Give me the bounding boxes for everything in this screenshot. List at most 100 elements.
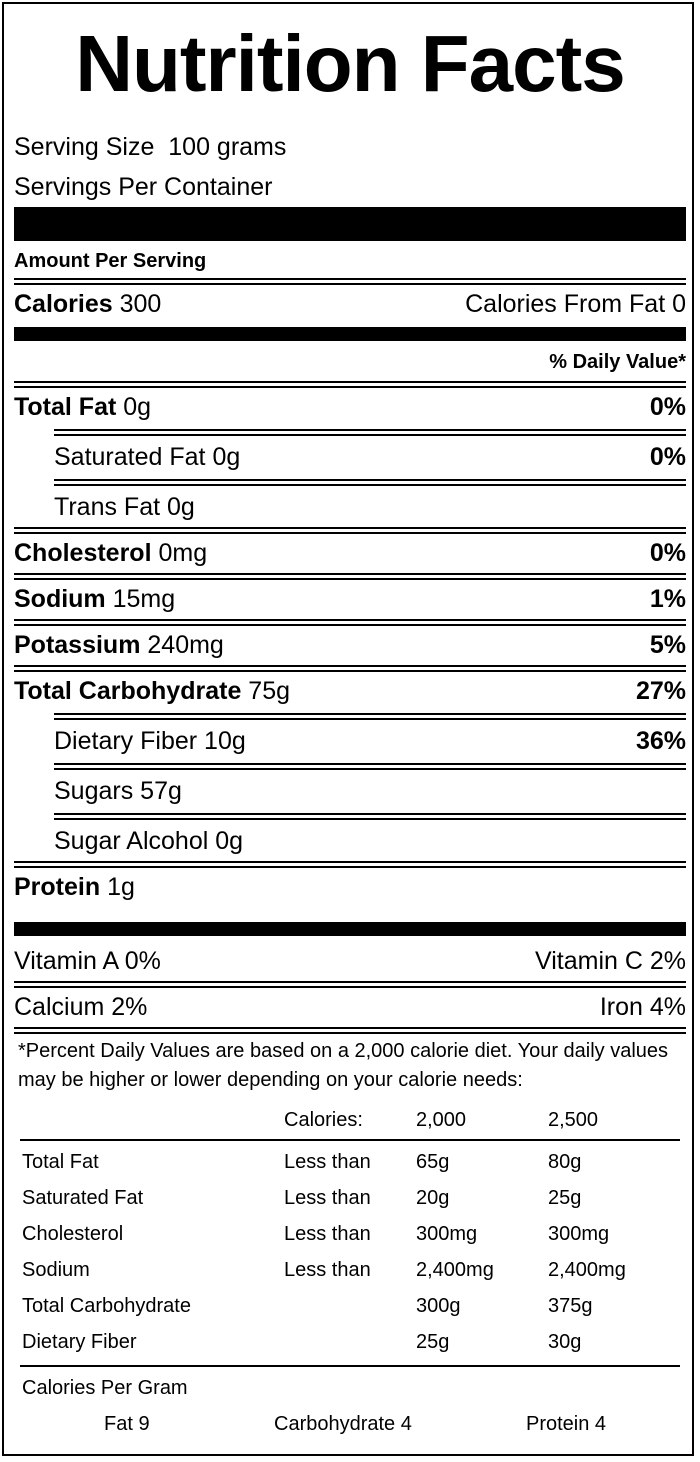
nutrient-amount: 15mg <box>112 585 176 613</box>
divider-thin <box>14 1027 686 1029</box>
serving-size-row: Serving Size 100 grams <box>14 131 686 163</box>
nutrient-name: Trans Fat <box>54 493 161 521</box>
divider-thin <box>14 670 686 672</box>
amount-per-serving: Amount Per Serving <box>14 250 207 272</box>
divider-thin <box>54 768 686 770</box>
nutrient-amount: 1g <box>107 873 135 901</box>
table-cell: Total Fat <box>22 1151 99 1173</box>
daily-value-header: % Daily Value* <box>549 351 686 373</box>
nutrient-amount: 0g <box>123 393 152 421</box>
nutrient-row-potassium: Potassium 240mg 5% <box>14 629 686 661</box>
calories-value: 300 <box>119 290 162 318</box>
divider-thin <box>14 986 686 988</box>
nutrient-row-dietary-fiber: Dietary Fiber 10g 36% <box>54 725 686 757</box>
table-cell: 2,400mg <box>548 1259 626 1281</box>
serving-size-value: 100 grams <box>168 133 287 161</box>
nutrient-row-sugars: Sugars 57g <box>54 775 686 807</box>
servings-per-container-row: Servings Per Container <box>14 171 686 203</box>
divider-thin <box>14 1032 686 1034</box>
label-title: Nutrition Facts <box>75 19 625 108</box>
nutrient-dv: 0% <box>649 539 686 567</box>
calories-from-fat: Calories From Fat 0 <box>465 290 686 318</box>
calories-per-gram-fat: Fat 9 <box>104 1413 150 1435</box>
divider-thin <box>14 861 686 863</box>
table-cell: Less than <box>284 1187 371 1209</box>
table-cell: 25g <box>416 1331 450 1353</box>
divider-thin <box>14 578 686 580</box>
table-cell: Sodium <box>22 1259 90 1281</box>
divider-thin <box>14 283 686 285</box>
nutrient-name: Sugar Alcohol <box>54 827 209 855</box>
divider-thin <box>14 532 686 534</box>
nutrient-name: Saturated Fat <box>54 443 206 471</box>
footnote: *Percent Daily Values are based on a 2,0… <box>18 1040 669 1091</box>
nutrient-dv: 1% <box>649 585 686 613</box>
vitamin-row-2: Calcium 2% Iron 4% <box>14 991 686 1023</box>
nutrient-amount: 0g <box>167 493 195 521</box>
table-cell: Cholesterol <box>22 1223 124 1245</box>
nutrient-dv: 27% <box>635 677 686 705</box>
calories-per-gram-protein: Protein 4 <box>526 1413 607 1435</box>
nutrient-row-cholesterol: Cholesterol 0mg 0% <box>14 537 686 569</box>
nutrient-dv: 0% <box>649 393 686 421</box>
table-cell: 2,400mg <box>416 1259 494 1281</box>
divider-thin <box>14 278 686 280</box>
table-cell: 25g <box>548 1187 582 1209</box>
table-cell: 300g <box>416 1295 461 1317</box>
divider-thin <box>14 619 686 621</box>
calories-per-gram-carbohydrate: Carbohydrate 4 <box>274 1413 412 1435</box>
nutrient-amount: 57g <box>140 777 182 805</box>
nutrient-row-saturated-fat: Saturated Fat 0g 0% <box>54 441 686 473</box>
divider-thin <box>54 479 686 481</box>
nutrient-row-trans-fat: Trans Fat 0g <box>54 491 686 523</box>
calcium: Calcium 2% <box>14 993 148 1021</box>
table-cell: 80g <box>548 1151 582 1173</box>
divider-thin <box>14 573 686 575</box>
table-cell: Total Carbohydrate <box>22 1295 191 1317</box>
nutrient-name: Total Carbohydrate <box>14 677 242 705</box>
nutrient-dv: 5% <box>649 631 686 659</box>
calories-row: Calories 300 Calories From Fat 0 <box>14 288 686 320</box>
nutrient-row-total-fat: Total Fat 0g 0% <box>14 391 686 423</box>
nutrient-amount: 10g <box>204 727 246 755</box>
divider-thin <box>14 527 686 529</box>
divider-thin <box>54 818 686 820</box>
nutrient-row-sugar-alcohol: Sugar Alcohol 0g <box>54 825 686 857</box>
nutrient-amount: 75g <box>248 677 291 705</box>
calories-label: Calories <box>14 290 113 318</box>
table-cell: 20g <box>416 1187 450 1209</box>
table-divider <box>20 1139 680 1141</box>
divider-thin <box>14 866 686 868</box>
divider-thin <box>54 434 686 436</box>
nutrient-row-protein: Protein 1g <box>14 871 686 903</box>
nutrient-row-total-carbohydrate: Total Carbohydrate 75g 27% <box>14 675 686 707</box>
table-cell: 300mg <box>548 1223 610 1245</box>
nutrient-row-sodium: Sodium 15mg 1% <box>14 583 686 615</box>
divider-thick-1 <box>14 207 686 241</box>
table-cell: Less than <box>284 1151 371 1173</box>
table-cell: Less than <box>284 1223 371 1245</box>
table-header-2500: 2,500 <box>548 1109 599 1131</box>
table-cell: Less than <box>284 1259 371 1281</box>
nutrient-name: Sugars <box>54 777 134 805</box>
nutrient-name: Protein <box>14 873 101 901</box>
table-cell: Dietary Fiber <box>22 1331 137 1353</box>
nutrient-name: Potassium <box>14 631 141 659</box>
table-header-2000: 2,000 <box>416 1109 467 1131</box>
divider-thick-2 <box>14 327 686 341</box>
divider-thin <box>54 718 686 720</box>
nutrient-name: Dietary Fiber <box>54 727 198 755</box>
nutrient-amount: 240mg <box>147 631 224 659</box>
nutrient-dv: 0% <box>649 443 686 471</box>
divider-thin <box>14 981 686 983</box>
table-header-calories: Calories: <box>284 1109 363 1131</box>
nutrient-amount: 0g <box>215 827 244 855</box>
serving-size-label: Serving Size <box>14 133 155 161</box>
nutrient-name: Cholesterol <box>14 539 152 567</box>
divider-thin <box>54 763 686 765</box>
divider-thin <box>14 386 686 388</box>
vitamin-c: Vitamin C 2% <box>535 947 686 975</box>
table-cell: 375g <box>548 1295 593 1317</box>
nutrient-name: Total Fat <box>14 393 117 421</box>
